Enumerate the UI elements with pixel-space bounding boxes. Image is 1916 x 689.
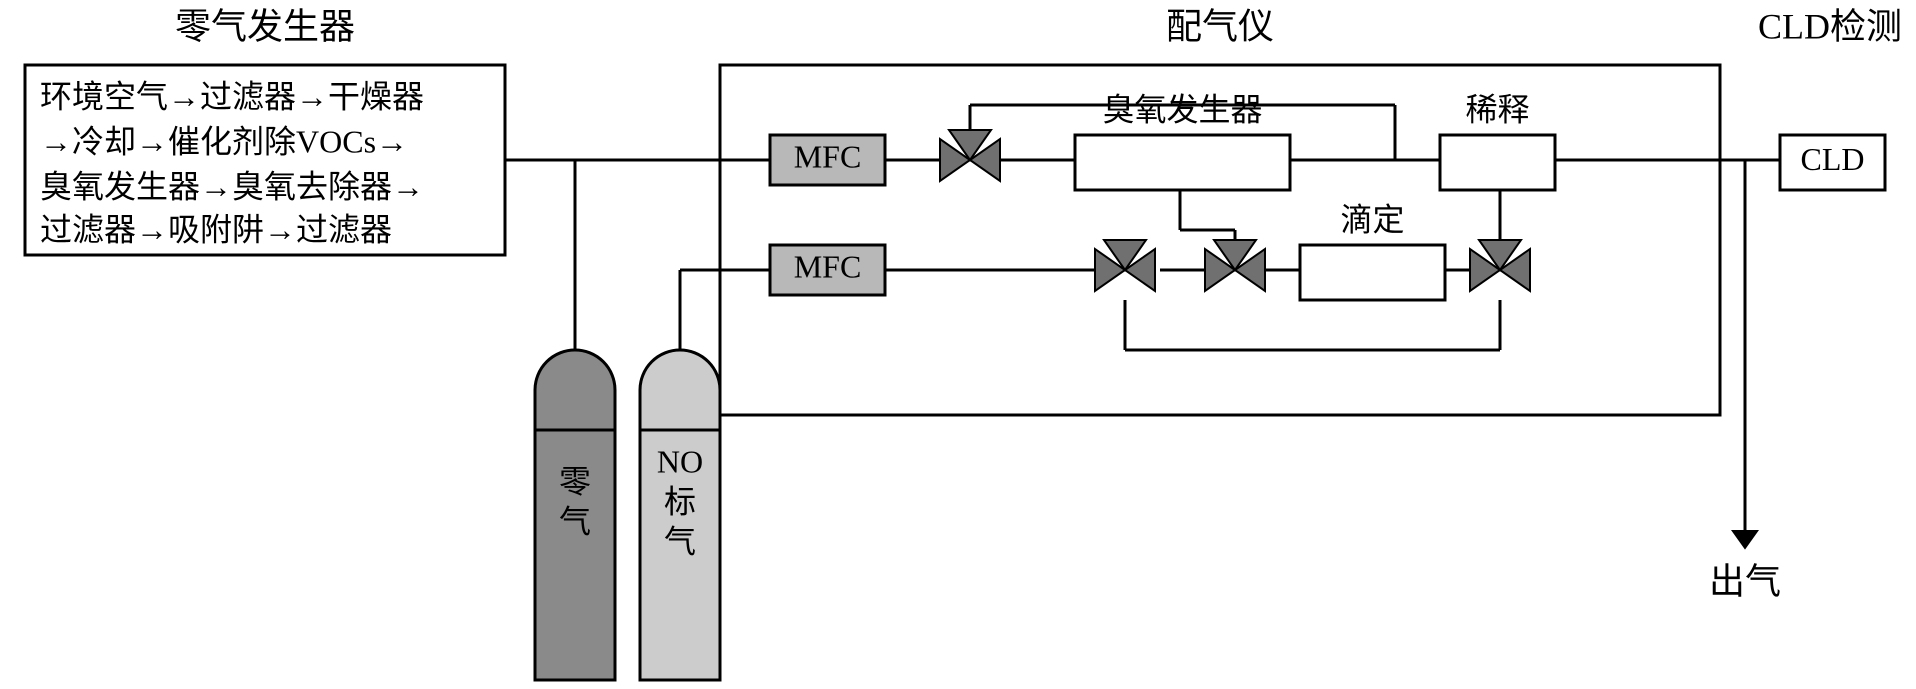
- svg-text:→冷却→催化剂除VOCs→: →冷却→催化剂除VOCs→: [40, 123, 408, 159]
- svg-text:出气: 出气: [1709, 561, 1781, 601]
- svg-text:CLD: CLD: [1801, 141, 1865, 177]
- svg-text:CLD检测: CLD检测: [1758, 6, 1902, 46]
- svg-text:配气仪: 配气仪: [1166, 6, 1274, 46]
- svg-text:臭氧发生器: 臭氧发生器: [1102, 91, 1262, 127]
- svg-text:气: 气: [664, 523, 696, 559]
- gas-calibration-diagram: 零气发生器 配气仪 CLD检测环境空气→过滤器→干燥器 →冷却→催化剂除VOCs→ 臭氧…: [0, 0, 1916, 689]
- svg-text:过滤器→吸附阱→过滤器: 过滤器→吸附阱→过滤器: [40, 211, 392, 247]
- svg-text:气: 气: [559, 503, 591, 539]
- svg-text:NO: NO: [657, 443, 703, 479]
- svg-text:零: 零: [559, 463, 591, 499]
- svg-text:臭氧发生器→臭氧去除器→: 臭氧发生器→臭氧去除器→: [40, 168, 424, 204]
- svg-text:环境空气→过滤器→干燥器: 环境空气→过滤器→干燥器: [40, 78, 424, 114]
- svg-text:标: 标: [664, 483, 696, 519]
- svg-text:MFC: MFC: [794, 248, 862, 284]
- svg-text:稀释: 稀释: [1465, 91, 1529, 127]
- svg-text:滴定: 滴定: [1340, 201, 1404, 237]
- svg-text:零气发生器: 零气发生器: [175, 6, 355, 46]
- svg-text:MFC: MFC: [794, 138, 862, 174]
